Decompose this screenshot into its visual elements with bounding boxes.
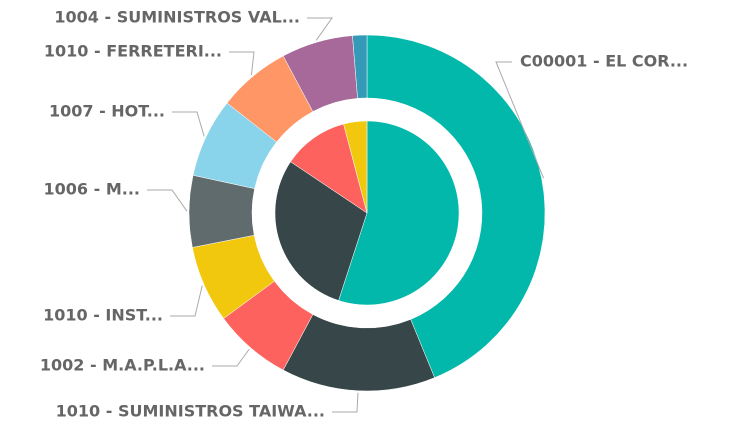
slice-label: 1010 - FERRETERI... <box>44 42 222 61</box>
leader-line <box>172 111 205 137</box>
leader-line <box>229 51 255 76</box>
slice-label: C00001 - EL COR... <box>520 52 688 71</box>
leader-line <box>170 285 203 317</box>
leader-line <box>212 348 250 367</box>
slice <box>274 161 368 301</box>
slice <box>338 120 460 306</box>
slice <box>352 34 368 99</box>
leader-line <box>495 61 545 179</box>
leader-line <box>147 189 188 212</box>
slice-label: 1007 - HOT... <box>49 102 165 121</box>
slice-label: 1010 - SUMINISTROS TAIWA... <box>56 402 325 421</box>
leader-line <box>307 17 333 41</box>
leader-line <box>332 392 359 413</box>
slice <box>343 120 368 214</box>
slice-label: 1006 - M... <box>44 180 140 199</box>
slice <box>290 123 368 214</box>
slice-label: 1002 - M.A.P.L.A... <box>40 356 205 375</box>
slice-label: 1004 - SUMINISTROS VAL... <box>54 8 300 27</box>
slice-label: 1010 - INST... <box>43 306 163 325</box>
